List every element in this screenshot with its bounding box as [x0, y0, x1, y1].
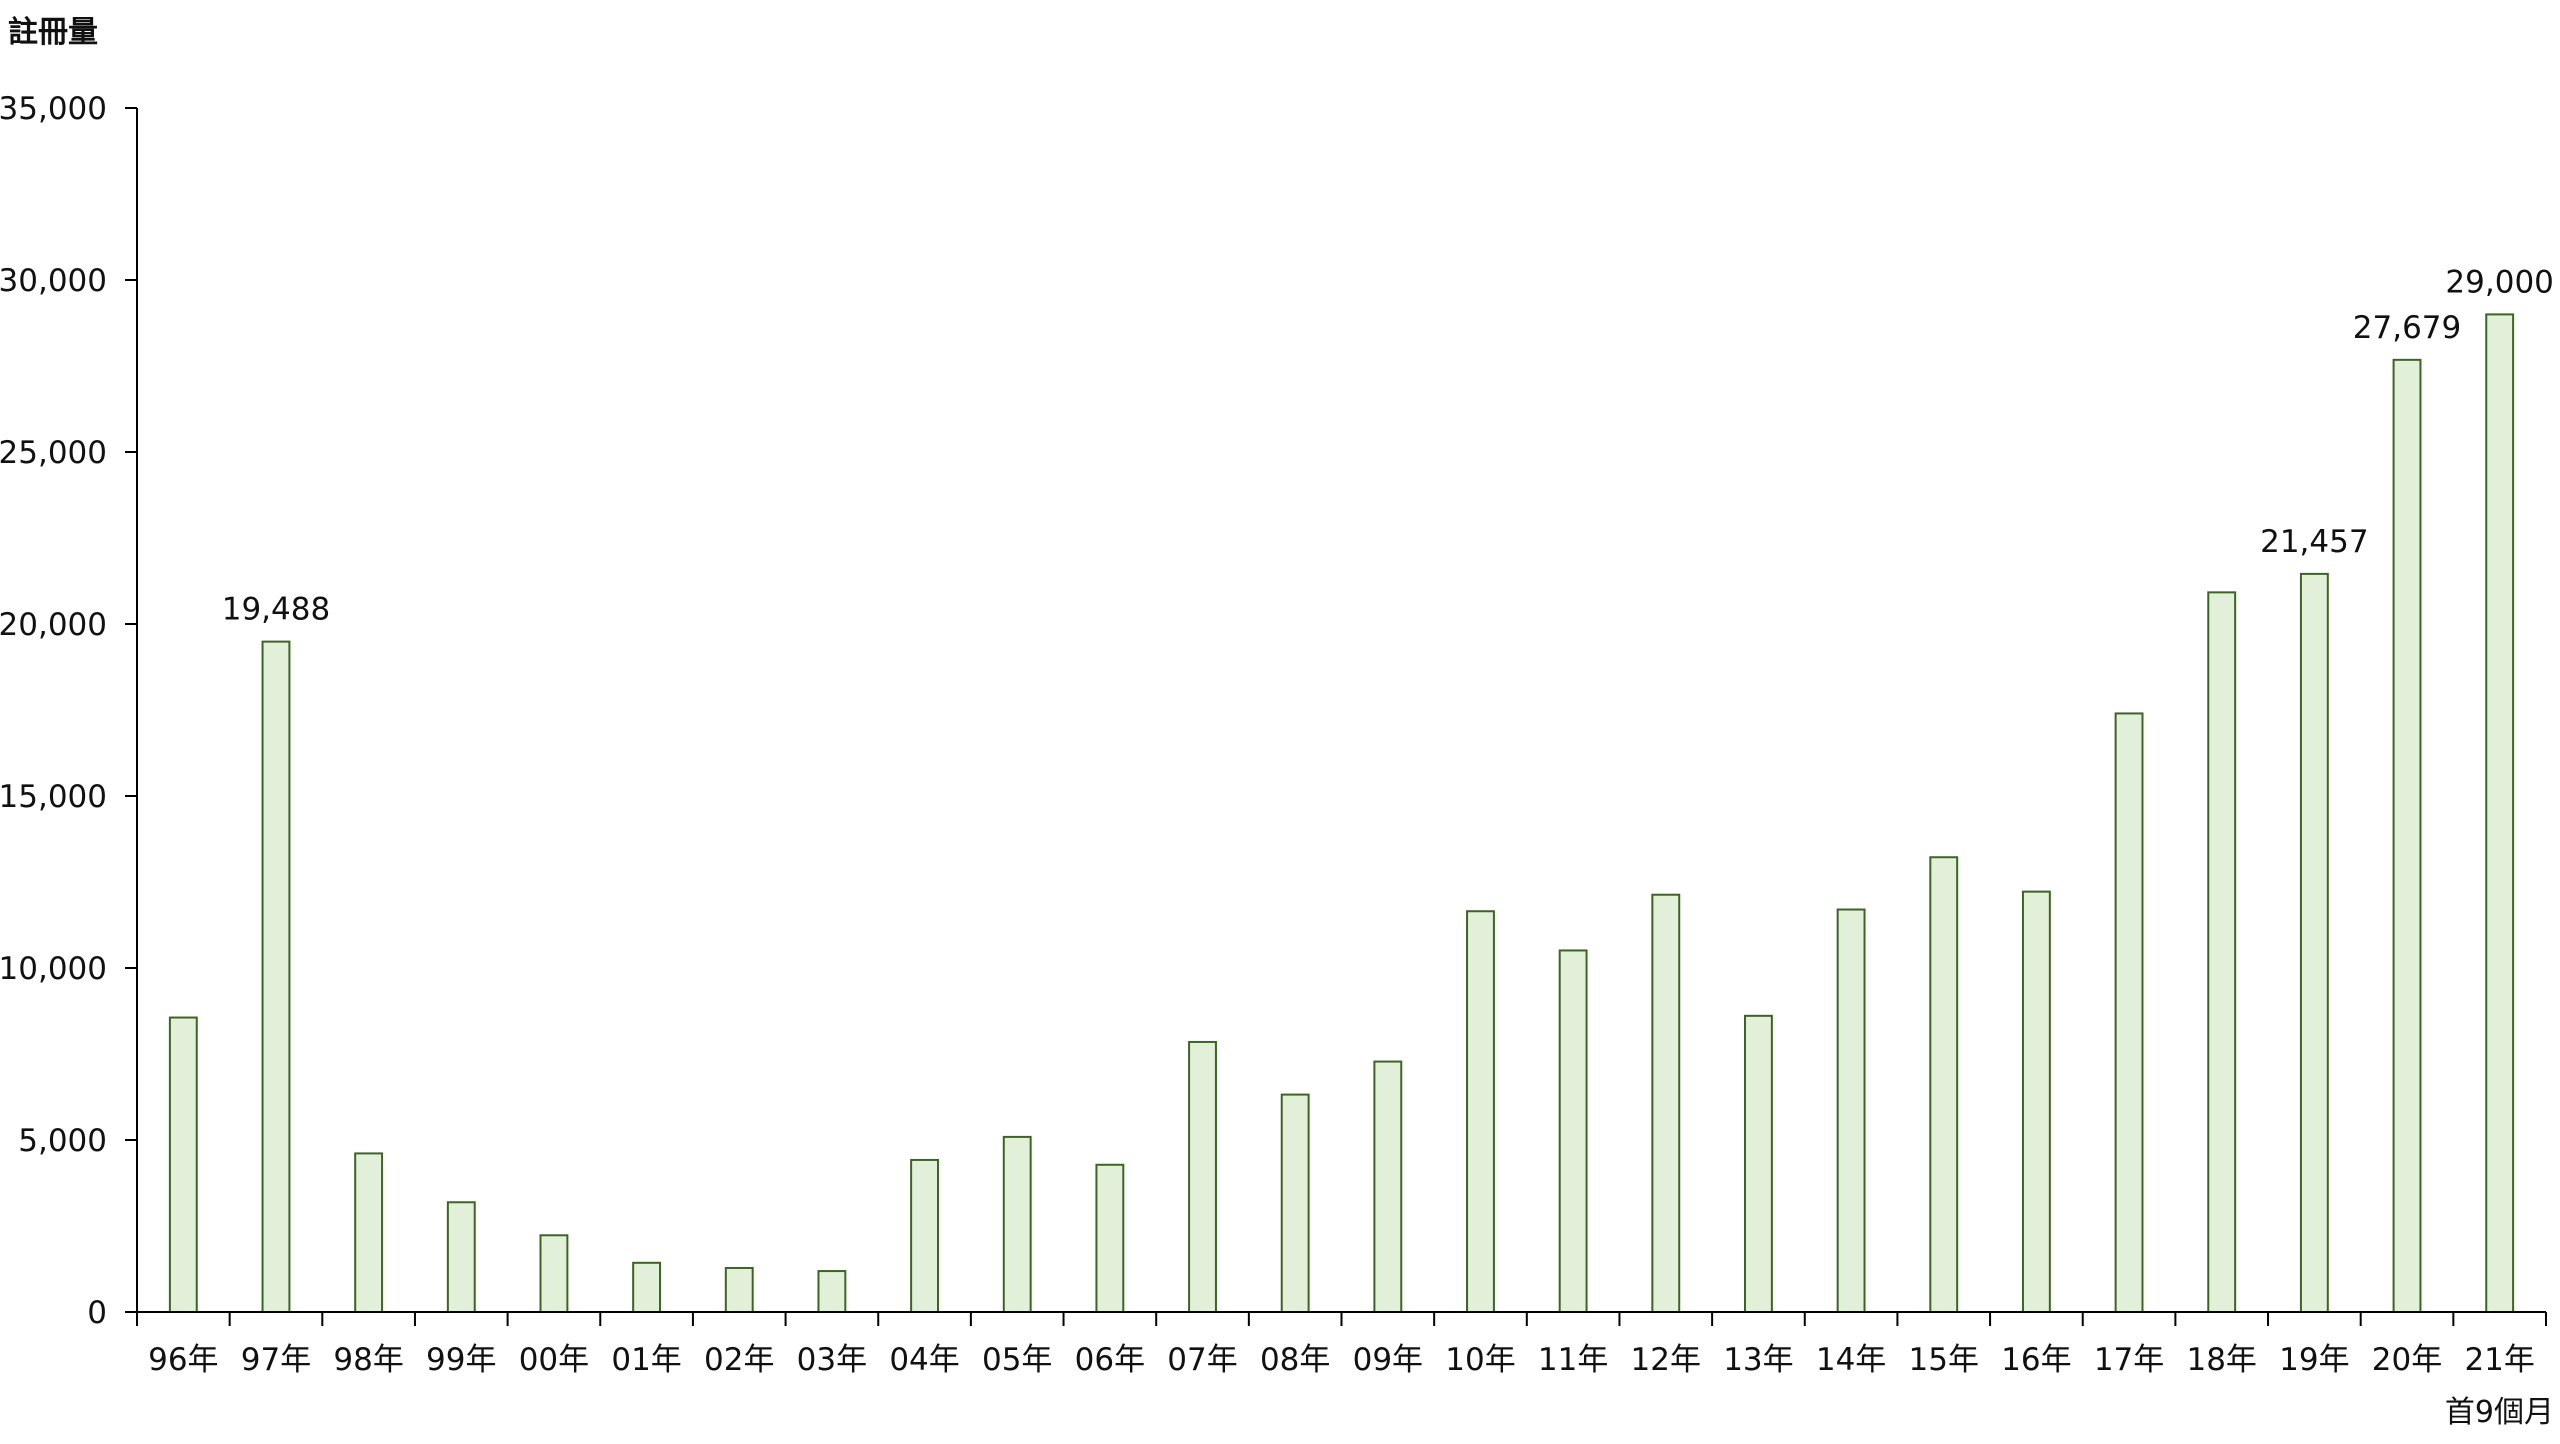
y-tick-label: 15,000 — [0, 779, 107, 815]
x-tick-label: 10年 — [1445, 1342, 1515, 1378]
bar-05年 — [1002, 1135, 1032, 1314]
x-tick-label: 06年 — [1075, 1342, 1145, 1378]
bar-19年 — [2299, 572, 2329, 1313]
bar-21年 — [2485, 313, 2515, 1313]
x-tick-label: 98年 — [333, 1342, 403, 1378]
bar-07年 — [1188, 1040, 1217, 1313]
bar-15年 — [1929, 856, 1959, 1313]
x-tick-label: 07年 — [1167, 1342, 1237, 1378]
bar-96年 — [168, 1016, 198, 1313]
bar-09年 — [1373, 1060, 1403, 1313]
bar-97年 — [261, 640, 291, 1313]
x-tick-label: 08年 — [1260, 1342, 1330, 1378]
x-tick-label: 99年 — [426, 1342, 496, 1378]
x-tick-label: 02年 — [704, 1342, 774, 1378]
data-label: 29,000 — [2445, 264, 2553, 300]
y-axis-title: 註冊量 — [8, 15, 98, 50]
y-tick-label: 30,000 — [0, 263, 107, 299]
y-tick-label: 25,000 — [0, 435, 107, 471]
bar-01年 — [632, 1261, 662, 1313]
y-tick-label: 20,000 — [0, 607, 107, 643]
bar-06年 — [1095, 1163, 1125, 1313]
bar-03年 — [817, 1270, 847, 1313]
x-tick-label: 15年 — [1909, 1342, 1979, 1378]
bar-11年 — [1558, 949, 1588, 1313]
y-tick-label: 5,000 — [18, 1123, 107, 1159]
y-tick-label: 10,000 — [0, 951, 107, 987]
bar-20年 — [2392, 358, 2422, 1313]
bar-17年 — [2114, 712, 2144, 1313]
data-label: 21,457 — [2260, 524, 2368, 560]
x-tick-label: 19年 — [2279, 1342, 2349, 1378]
x-annotation: 首9個月 — [2445, 1395, 2554, 1430]
x-tick-label: 16年 — [2001, 1342, 2071, 1378]
x-tick-label: 11年 — [1538, 1342, 1608, 1378]
x-tick-label: 04年 — [889, 1342, 959, 1378]
bar-18年 — [2207, 591, 2237, 1313]
bar-16年 — [2021, 890, 2051, 1314]
x-tick-label: 01年 — [611, 1342, 681, 1378]
bar-98年 — [354, 1152, 384, 1314]
x-tick-label: 17年 — [2094, 1342, 2164, 1378]
data-label: 19,488 — [222, 592, 330, 628]
x-tick-label: 03年 — [797, 1342, 867, 1378]
data-label: 27,679 — [2353, 310, 2461, 346]
x-tick-label: 14年 — [1816, 1342, 1886, 1378]
bar-10年 — [1466, 910, 1495, 1313]
bar-00年 — [539, 1234, 569, 1313]
bar-13年 — [1744, 1014, 1773, 1313]
x-tick-label: 09年 — [1353, 1342, 1423, 1378]
bar-99年 — [446, 1201, 476, 1314]
bar-12年 — [1651, 893, 1681, 1314]
bar-14年 — [1836, 908, 1866, 1314]
x-tick-label: 21年 — [2464, 1342, 2534, 1378]
bar-08年 — [1280, 1093, 1310, 1314]
y-tick-label: 0 — [87, 1295, 107, 1331]
x-tick-label: 13年 — [1723, 1342, 1793, 1378]
x-tick-label: 00年 — [519, 1342, 589, 1378]
x-tick-label: 96年 — [148, 1342, 218, 1378]
x-tick-label: 20年 — [2372, 1342, 2442, 1378]
x-tick-label: 97年 — [241, 1342, 311, 1378]
bar-02年 — [724, 1266, 754, 1314]
x-tick-label: 12年 — [1631, 1342, 1701, 1378]
bar-04年 — [910, 1158, 939, 1314]
x-tick-label: 18年 — [2186, 1342, 2256, 1378]
x-tick-label: 05年 — [982, 1342, 1052, 1378]
y-tick-label: 35,000 — [0, 91, 107, 127]
